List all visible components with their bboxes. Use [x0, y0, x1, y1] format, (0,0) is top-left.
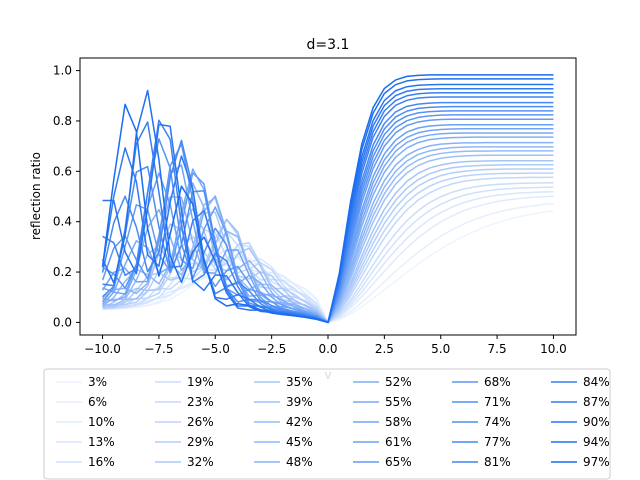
legend-label: 23%: [187, 395, 214, 409]
x-tick-label: −7.5: [144, 342, 173, 356]
legend-entry: 35%: [254, 375, 313, 389]
legend-label: 74%: [484, 415, 511, 429]
legend-label: 6%: [88, 395, 107, 409]
legend-entry: 6%: [56, 395, 107, 409]
y-tick-label: 0.8: [53, 114, 72, 128]
legend-entry: 16%: [56, 455, 115, 469]
legend-label: 10%: [88, 415, 115, 429]
x-tick-label: 7.5: [488, 342, 507, 356]
legend-entry: 77%: [452, 435, 511, 449]
legend-entry: 52%: [353, 375, 412, 389]
legend-entry: 94%: [551, 435, 610, 449]
legend-entry: 81%: [452, 455, 511, 469]
x-tick-label: −10.0: [84, 342, 121, 356]
x-tick-label: −5.0: [201, 342, 230, 356]
legend-label: 58%: [385, 415, 412, 429]
series-layer: [101, 74, 554, 324]
x-axis-ticks: −10.0 −7.5 −5.0 −2.5 0.0 2.5 5.0 7.5 10.0: [84, 335, 567, 356]
legend-label: 77%: [484, 435, 511, 449]
legend-label: 29%: [187, 435, 214, 449]
legend-entry: 87%: [551, 395, 610, 409]
legend-entry: 97%: [551, 455, 610, 469]
legend-label: 65%: [385, 455, 412, 469]
legend-entry: 23%: [155, 395, 214, 409]
legend-label: 42%: [286, 415, 313, 429]
legend-label: 32%: [187, 455, 214, 469]
legend-label: 48%: [286, 455, 313, 469]
y-axis-label: reflection ratio: [29, 152, 43, 240]
legend-entry: 32%: [155, 455, 214, 469]
y-tick-label: 0.4: [53, 215, 72, 229]
legend-label: 16%: [88, 455, 115, 469]
x-tick-label: −2.5: [257, 342, 286, 356]
legend-frame: [43, 368, 611, 480]
legend-entry: 68%: [452, 375, 511, 389]
series-line: [101, 74, 554, 324]
legend-entry: 13%: [56, 435, 115, 449]
legend-label: 61%: [385, 435, 412, 449]
legend-label: 68%: [484, 375, 511, 389]
legend-entry: 58%: [353, 415, 412, 429]
legend-label: 87%: [583, 395, 610, 409]
legend-entry: 48%: [254, 455, 313, 469]
x-tick-label: 10.0: [540, 342, 567, 356]
legend-entry: 61%: [353, 435, 412, 449]
x-tick-label: 2.5: [375, 342, 394, 356]
chart-title: d=3.1: [307, 37, 350, 53]
legend-entry: 29%: [155, 435, 214, 449]
y-tick-label: 0.6: [53, 164, 72, 178]
legend-label: 97%: [583, 455, 610, 469]
legend: 3% 6% 10% 13% 16% 19% 23% 26% 29% 32% 35% 39% 42% 45%…: [43, 368, 611, 480]
y-axis-ticks: 0.0 0.2 0.4 0.6 0.8 1.0: [53, 64, 80, 329]
legend-label: 35%: [286, 375, 313, 389]
y-tick-label: 1.0: [53, 64, 72, 78]
legend-label: 45%: [286, 435, 313, 449]
legend-entry: 39%: [254, 395, 313, 409]
legend-label: 55%: [385, 395, 412, 409]
y-tick-label: 0.2: [53, 265, 72, 279]
x-tick-label: 5.0: [431, 342, 450, 356]
legend-label: 52%: [385, 375, 412, 389]
y-tick-label: 0.0: [53, 315, 72, 329]
legend-entry: 45%: [254, 435, 313, 449]
legend-entry: 10%: [56, 415, 115, 429]
legend-entry: 65%: [353, 455, 412, 469]
legend-items: 3% 6% 10% 13% 16% 19% 23% 26% 29% 32% 35% 39% 42% 45%…: [56, 375, 610, 469]
legend-label: 71%: [484, 395, 511, 409]
legend-label: 26%: [187, 415, 214, 429]
legend-label: 3%: [88, 375, 107, 389]
legend-label: 39%: [286, 395, 313, 409]
legend-entry: 71%: [452, 395, 511, 409]
legend-label: 84%: [583, 375, 610, 389]
legend-label: 94%: [583, 435, 610, 449]
legend-entry: 3%: [56, 375, 107, 389]
legend-label: 13%: [88, 435, 115, 449]
legend-entry: 84%: [551, 375, 610, 389]
legend-label: 90%: [583, 415, 610, 429]
legend-entry: 55%: [353, 395, 412, 409]
legend-entry: 42%: [254, 415, 313, 429]
legend-entry: 19%: [155, 375, 214, 389]
x-tick-label: 0.0: [318, 342, 337, 356]
legend-entry: 74%: [452, 415, 511, 429]
legend-label: 81%: [484, 455, 511, 469]
legend-entry: 90%: [551, 415, 610, 429]
legend-entry: 26%: [155, 415, 214, 429]
legend-label: 19%: [187, 375, 214, 389]
